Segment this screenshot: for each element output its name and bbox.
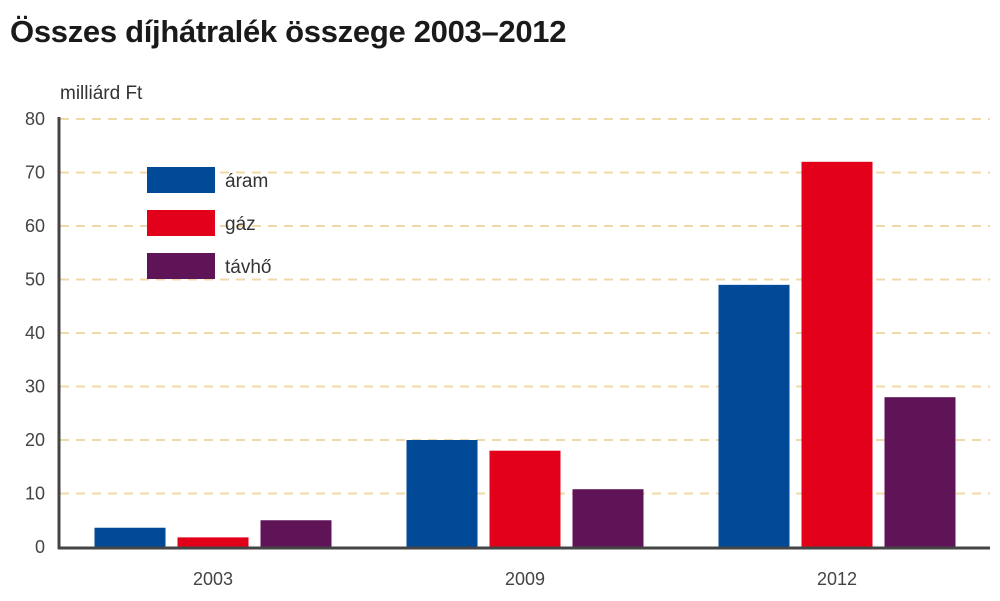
y-tick-label: 40: [25, 323, 45, 343]
legend-label: távhő: [225, 257, 271, 278]
bar-2012-távhő: [884, 397, 956, 547]
bar-2009-gáz: [489, 450, 561, 547]
bar-2012-gáz: [801, 161, 873, 548]
legend-label: áram: [225, 171, 268, 192]
legend-label: gáz: [225, 214, 256, 235]
y-tick-label: 20: [25, 430, 45, 450]
bar-2012-áram: [718, 284, 790, 547]
y-tick-label: 30: [25, 377, 45, 397]
x-tick-label: 2012: [817, 569, 857, 589]
y-axis-label: milliárd Ft: [60, 83, 143, 104]
y-tick-label: 10: [25, 484, 45, 504]
bar-2009-áram: [406, 440, 478, 547]
y-tick-label: 60: [25, 216, 45, 236]
legend-swatch-áram: [147, 167, 215, 193]
chart-title: Összes díjhátralék összege 2003–2012: [10, 14, 567, 49]
y-tick-label: 80: [25, 109, 45, 129]
bar-2003-távhő: [260, 520, 332, 547]
y-tick-label: 50: [25, 270, 45, 290]
x-tick-label: 2003: [193, 569, 233, 589]
bar-2003-áram: [94, 527, 166, 547]
x-tick-label: 2009: [505, 569, 545, 589]
y-tick-label: 0: [35, 537, 45, 557]
bar-2003-gáz: [177, 537, 249, 547]
legend-swatch-távhő: [147, 253, 215, 279]
bar-2009-távhő: [572, 489, 644, 547]
legend-swatch-gáz: [147, 210, 215, 236]
y-tick-label: 70: [25, 163, 45, 183]
